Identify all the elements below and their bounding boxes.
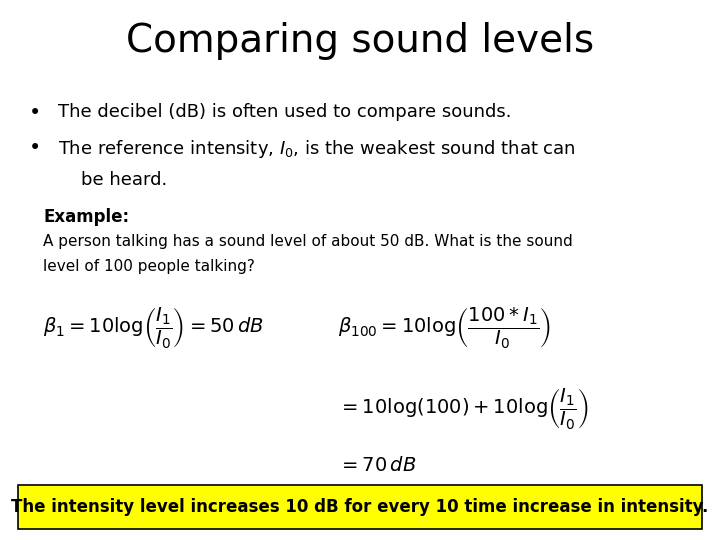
Text: $\beta_1 = 10\log\!\left(\dfrac{I_1}{I_0}\right) = 50\,dB$: $\beta_1 = 10\log\!\left(\dfrac{I_1}{I_0… [43,305,264,350]
Text: Example:: Example: [43,208,130,226]
Text: The intensity level increases 10 dB for every 10 time increase in intensity.: The intensity level increases 10 dB for … [12,498,708,516]
Text: •: • [29,103,41,123]
Text: $= 70\,dB$: $= 70\,dB$ [338,456,417,475]
Text: The decibel (dB) is often used to compare sounds.: The decibel (dB) is often used to compar… [58,103,511,120]
Text: •: • [29,138,41,158]
Text: $\beta_{100} = 10\log\!\left(\dfrac{100 * I_1}{I_0}\right)$: $\beta_{100} = 10\log\!\left(\dfrac{100 … [338,305,552,350]
Text: A person talking has a sound level of about 50 dB. What is the sound: A person talking has a sound level of ab… [43,234,573,249]
Text: Comparing sound levels: Comparing sound levels [126,22,594,59]
Text: The reference intensity, $I_0$, is the weakest sound that can: The reference intensity, $I_0$, is the w… [58,138,575,160]
FancyBboxPatch shape [18,485,702,529]
Text: level of 100 people talking?: level of 100 people talking? [43,259,255,274]
Text: be heard.: be heard. [58,171,167,189]
Text: $= 10\log(100)+10\log\!\left(\dfrac{I_1}{I_0}\right)$: $= 10\log(100)+10\log\!\left(\dfrac{I_1}… [338,386,589,431]
